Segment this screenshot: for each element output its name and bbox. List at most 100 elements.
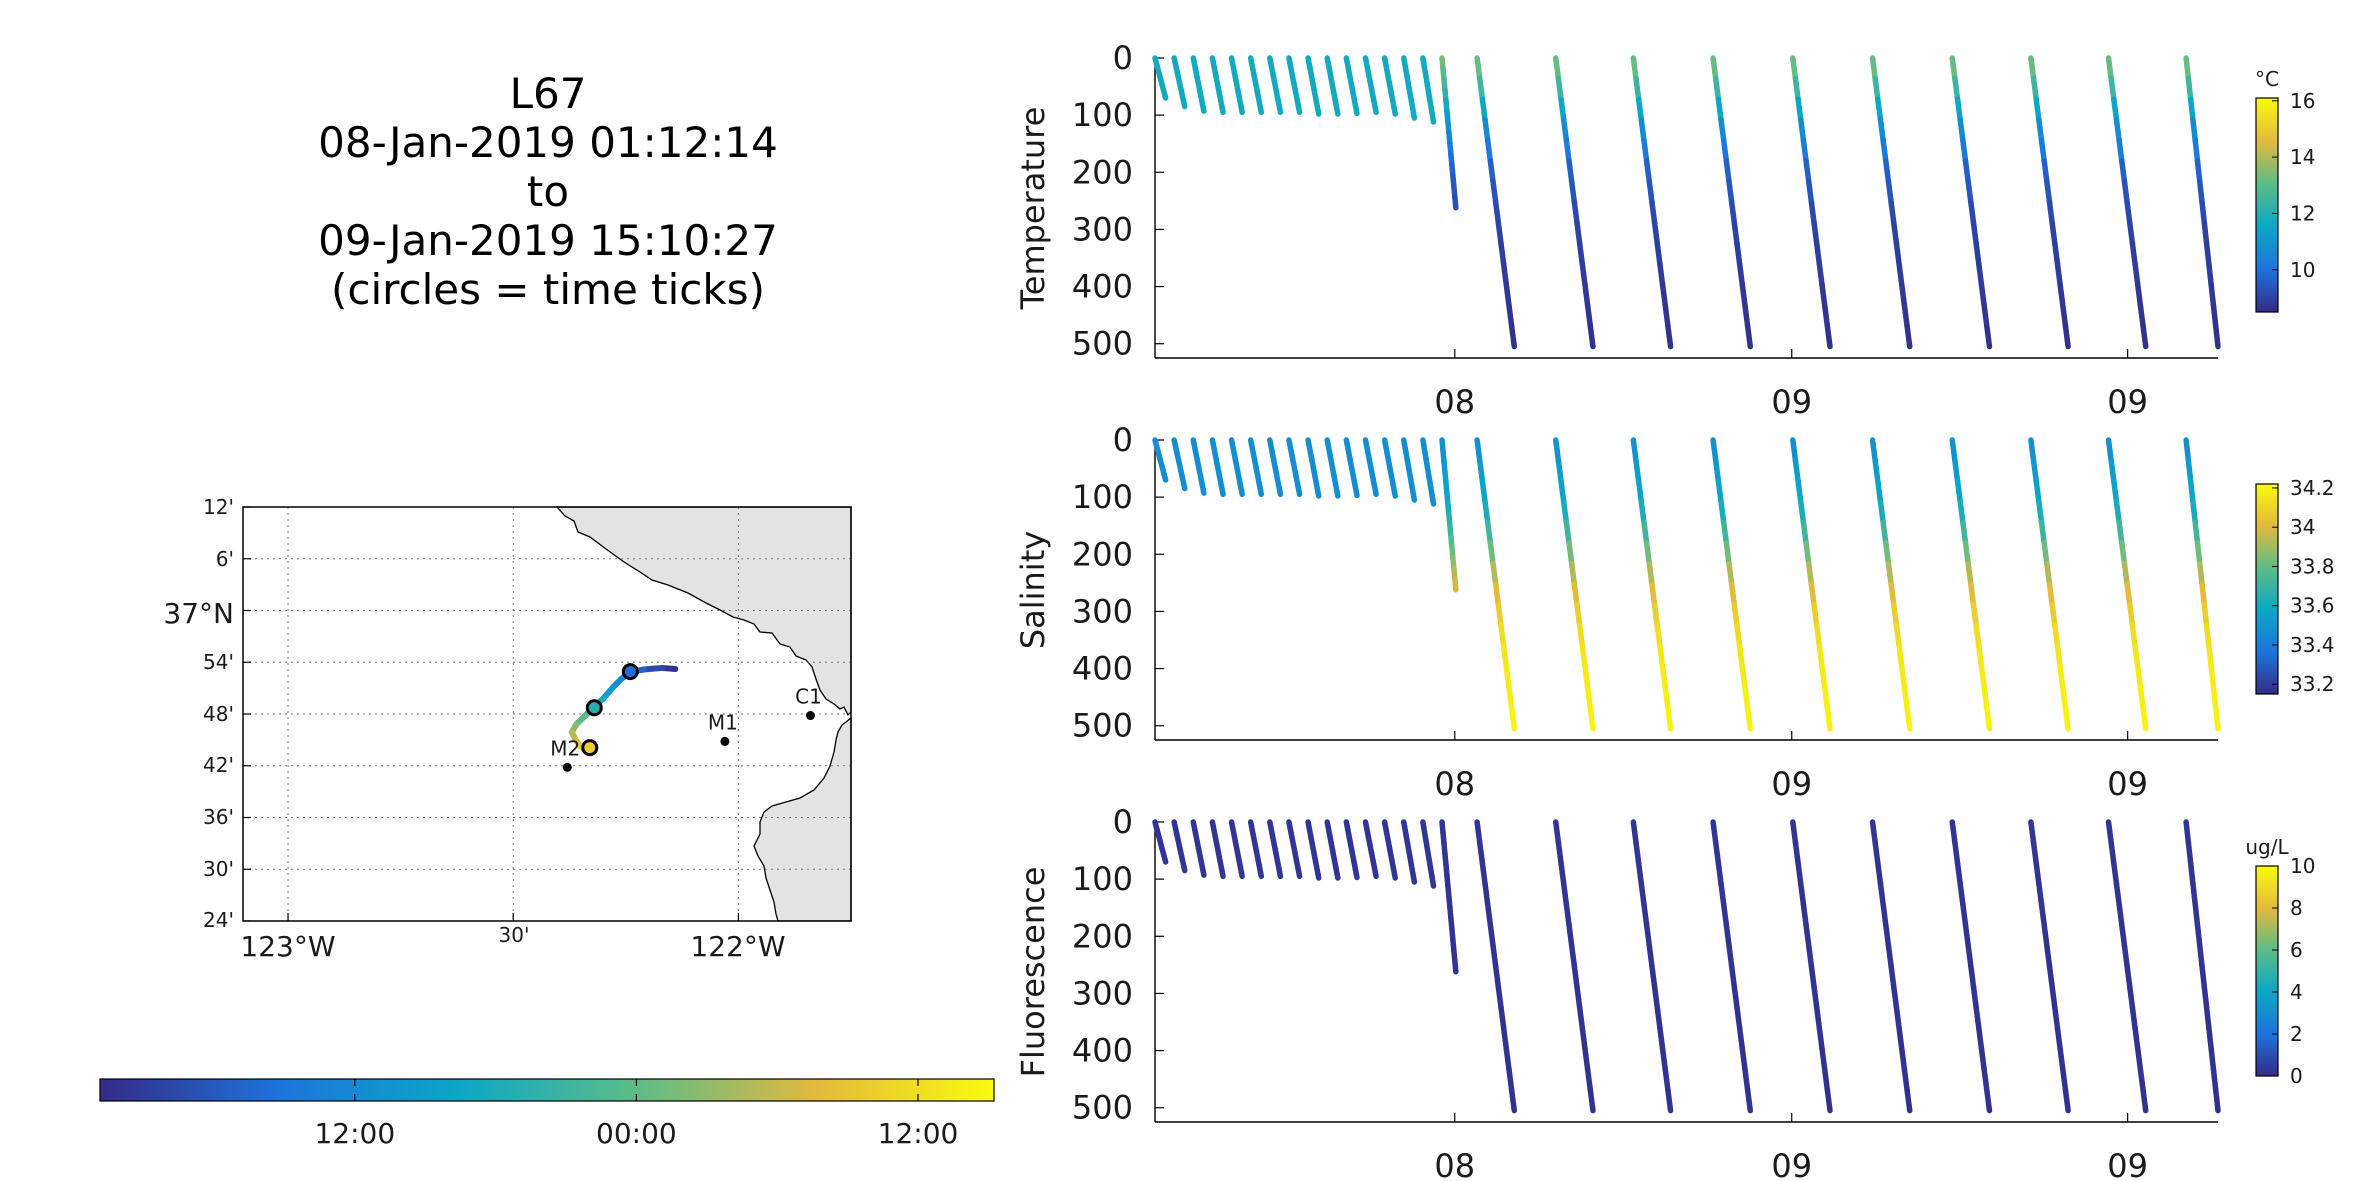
deep-dive-profile [1824, 323, 1833, 350]
figure-title: L67 08-Jan-2019 01:12:14 to 09-Jan-2019 … [318, 69, 778, 314]
deep-dive-profile [2121, 178, 2130, 206]
deep-dive-profile [2038, 901, 2047, 928]
deep-dive-profile [1495, 602, 1504, 629]
deep-dive-profile [2129, 622, 2138, 649]
colorbar-tick-label: 0 [2290, 1064, 2303, 1088]
deep-dive-profile [1718, 499, 1727, 526]
deep-dive-profile [2210, 302, 2219, 329]
deep-dive-profile [1795, 860, 1804, 887]
deep-dive-profile [1877, 499, 1886, 526]
deep-dive-profile [2036, 499, 2045, 526]
lat-label: 42' [203, 753, 234, 777]
title-line-2: 08-Jan-2019 01:12:14 [318, 118, 778, 167]
lon-label: 30' [499, 923, 530, 947]
lat-label: 36' [203, 805, 234, 829]
deep-dive-profile [1899, 1045, 1908, 1073]
x-tick-label: 09 [1771, 765, 1812, 803]
deep-dive-profile [1883, 922, 1892, 949]
y-tick-label: 100 [1072, 96, 1133, 134]
deep-dive-profile [1712, 839, 1722, 866]
shallow-dive-profile [1296, 869, 1303, 880]
colorbar-tick-label: 33.8 [2290, 554, 2335, 578]
deep-dive-profile [1563, 519, 1572, 546]
deep-dive-profile [2192, 137, 2201, 164]
deep-dive-profile [1576, 622, 1586, 649]
deep-dive-profile [1641, 519, 1650, 546]
deep-dive-profile [1880, 901, 1889, 928]
lon-label: 122°W [690, 930, 785, 963]
deep-dive-profile [2132, 1025, 2141, 1052]
deep-dive-profile [1792, 839, 1801, 866]
deep-dive-profile [1824, 705, 1833, 732]
deep-dive-profile [1970, 220, 1979, 247]
deep-dive-profile [1800, 901, 1809, 928]
deep-dive-profile [1712, 75, 1722, 102]
deep-dive-profile [1720, 137, 1730, 164]
deep-dive-profile [1487, 158, 1496, 185]
x-tick-label: 09 [2107, 1147, 2148, 1181]
deep-dive-profile [1490, 560, 1499, 588]
deep-dive-profile [1490, 942, 1499, 970]
deep-dive-profile [1587, 1087, 1596, 1114]
deep-dive-profile [2033, 478, 2042, 505]
shallow-dive-profile [1353, 106, 1360, 117]
deep-dive-profile [2127, 984, 2136, 1011]
title-line-5: (circles = time ticks) [331, 265, 765, 314]
deep-dive-profile [1506, 302, 1515, 329]
deep-dive-profile [1885, 942, 1894, 970]
deep-dive-profile [1821, 302, 1831, 329]
deep-dive-profile [2046, 199, 2055, 226]
deep-dive-profile [1490, 178, 1499, 206]
deep-dive-profile [1720, 901, 1730, 928]
deep-dive-profile [1949, 55, 1958, 82]
deep-dive-profile [1587, 323, 1596, 350]
shallow-dive-profile [1315, 107, 1322, 117]
deep-dive-profile [2111, 96, 2120, 123]
deep-dive-profile [1798, 881, 1807, 908]
deep-dive-profile [1869, 437, 1878, 464]
deep-dive-profile [1800, 519, 1809, 546]
deep-dive-profile [1584, 1066, 1594, 1093]
colorbar-tick-label: 4 [2290, 980, 2303, 1004]
deep-dive-profile [2194, 540, 2203, 567]
deep-dive-profile [1736, 261, 1746, 288]
deep-dive-profile [1880, 519, 1889, 546]
x-tick-label: 09 [2107, 765, 2148, 803]
deep-dive-profile [1904, 1087, 1913, 1114]
deep-dive-profile [1813, 622, 1823, 649]
colorbar-tick-label: 8 [2290, 896, 2303, 920]
deep-dive-profile [1976, 643, 1985, 670]
deep-dive-profile [1555, 839, 1564, 866]
deep-dive-profile [1888, 963, 1897, 990]
deep-dive-profile [1901, 302, 1910, 329]
deep-dive-profile [2062, 705, 2071, 732]
deep-dive-profile [2206, 1025, 2214, 1052]
deep-dive-profile [1641, 901, 1650, 928]
deep-dive-profile [1790, 819, 1799, 846]
deep-dive-profile [1495, 220, 1504, 247]
colorbar-unit-label: °C [2255, 67, 2279, 91]
deep-dive-profile [2187, 478, 2196, 505]
section-panel-salinity: 0 100 200 300 400 500 08 09 09 Salinity 33.2 33.4 33… [1014, 421, 2335, 803]
deep-dive-profile [2119, 540, 2128, 567]
deep-dive-profile [1739, 1045, 1748, 1073]
deep-dive-profile [2057, 1045, 2066, 1073]
deep-dive-profile [1482, 499, 1491, 526]
deep-dive-profile [2201, 220, 2210, 247]
deep-dive-profile [1728, 199, 1738, 226]
time-colorbar-tick-label: 00:00 [596, 1117, 677, 1150]
deep-dive-profile [2197, 560, 2205, 588]
deep-dive-profile [1726, 942, 1735, 970]
deep-dive-profile [1555, 75, 1564, 102]
deep-dive-profile [1484, 137, 1494, 164]
colorbar-tick-label: 33.6 [2290, 594, 2335, 618]
deep-dive-profile [1654, 1004, 1663, 1031]
deep-dive-profile [1803, 540, 1812, 567]
deep-dive-profile [1568, 560, 1578, 588]
deep-dive-profile [1904, 705, 1913, 732]
y-tick-label: 200 [1072, 535, 1133, 573]
deep-dive-profile [2194, 922, 2203, 949]
deep-dive-profile [1630, 55, 1639, 82]
deep-dive-profile [2210, 1066, 2219, 1093]
shallow-dive-profile [1334, 107, 1341, 117]
